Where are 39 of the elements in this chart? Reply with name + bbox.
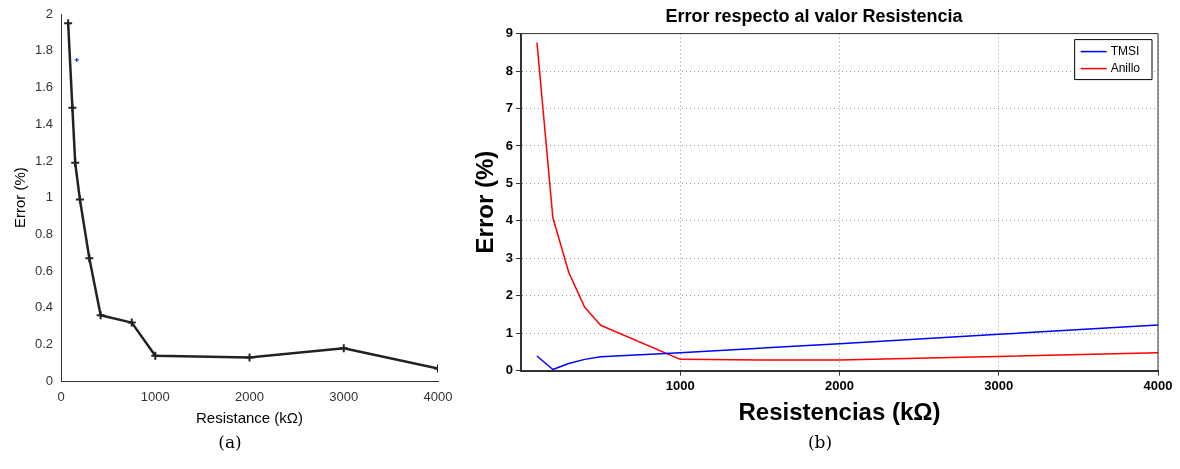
y-tick-label: 1.4 <box>34 115 54 131</box>
y-tick-label: 8 <box>505 62 514 78</box>
y-tick-label: 5 <box>505 174 514 190</box>
x-tick-label: 1000 <box>665 377 695 393</box>
y-tick-label: 0.6 <box>34 262 54 278</box>
y-tick-label: 0.4 <box>34 299 54 315</box>
x-tick-label: 0 <box>57 388 65 404</box>
legend-label: TMSI <box>1110 43 1140 58</box>
x-tick-label: 4000 <box>423 388 453 404</box>
y-tick-label: 1 <box>45 189 54 205</box>
y-axis-title: Error (%) <box>471 150 499 254</box>
x-tick-label: 3000 <box>984 377 1014 393</box>
y-tick-label: 3 <box>505 249 514 265</box>
y-tick-label: 2 <box>45 5 54 21</box>
y-tick-label: 0.8 <box>34 226 54 242</box>
point <box>74 57 80 63</box>
x-tick-label: 1000 <box>140 388 170 404</box>
y-tick-label: 6 <box>505 137 514 153</box>
chart-title: Error respecto al valor Resistencia <box>665 5 964 26</box>
text: (a) <box>217 432 243 452</box>
x-tick-label: 2000 <box>235 388 264 404</box>
y-tick-label: 4 <box>505 212 514 228</box>
x-axis-title: Resistance (kΩ) <box>196 409 304 427</box>
text: (b) <box>806 432 834 452</box>
y-axis-title: Error (%) <box>11 167 29 229</box>
y-tick-label: 0.2 <box>34 336 54 352</box>
legend-label: Anillo <box>1110 60 1141 75</box>
x-tick-label: 4000 <box>1143 377 1173 393</box>
x-axis-title: Resistencias (kΩ) <box>738 398 941 426</box>
x-tick-label: 3000 <box>329 388 359 404</box>
y-tick-label: 1 <box>505 324 514 340</box>
y-tick-label: 1.6 <box>34 79 54 95</box>
y-tick-label: 9 <box>505 25 514 41</box>
y-tick-label: 0 <box>505 362 514 378</box>
x-tick-label: 2000 <box>825 377 854 393</box>
y-tick-label: 1.8 <box>34 42 54 58</box>
y-tick-label: 7 <box>505 100 514 116</box>
y-tick-label: 2 <box>505 287 514 303</box>
y-tick-label: 1.2 <box>34 152 54 168</box>
